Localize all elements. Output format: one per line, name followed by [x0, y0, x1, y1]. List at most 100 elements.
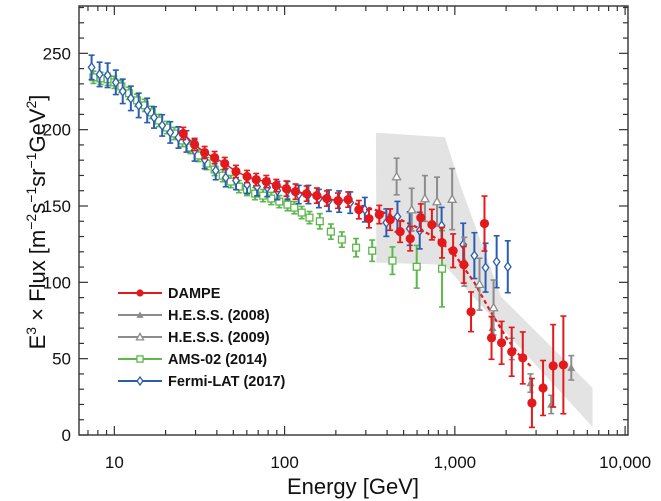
- marker-triangle-open: [406, 204, 417, 214]
- marker-circle: [312, 191, 322, 201]
- marker-circle: [333, 196, 343, 206]
- marker-circle: [231, 166, 241, 177]
- series-layer: [87, 54, 576, 429]
- legend-item: DAMPE: [118, 286, 221, 302]
- marker-square-open: [305, 213, 314, 222]
- marker-circle: [427, 220, 437, 230]
- marker-diamond-open: [158, 119, 167, 131]
- marker-diamond-open: [470, 250, 479, 262]
- marker-square-open: [368, 246, 377, 255]
- marker-circle: [220, 158, 230, 169]
- marker-square-open: [412, 262, 421, 271]
- marker-circle: [178, 128, 188, 139]
- legend-item: H.E.S.S. (2009): [118, 330, 270, 346]
- marker-circle: [437, 238, 447, 248]
- marker-diamond-open: [166, 126, 175, 138]
- marker-circle: [136, 289, 144, 297]
- marker-diamond-open: [111, 76, 120, 88]
- marker-circle: [548, 361, 558, 371]
- marker-diamond-open: [87, 61, 96, 73]
- marker-circle: [497, 338, 507, 348]
- marker-triangle-open: [474, 278, 485, 289]
- marker-circle: [302, 189, 312, 199]
- marker-diamond-open: [95, 68, 104, 80]
- marker-circle: [448, 246, 458, 256]
- marker-diamond-open: [211, 165, 220, 177]
- marker-circle: [527, 398, 537, 408]
- marker-circle: [271, 180, 281, 191]
- marker-square-open: [352, 243, 361, 252]
- legend-item: H.E.S.S. (2008): [118, 308, 270, 324]
- y-tick-label: 0: [62, 426, 71, 445]
- y-tick-label: 150: [43, 197, 71, 216]
- marker-circle: [518, 353, 528, 363]
- marker-square-open: [136, 355, 144, 363]
- marker-circle: [322, 193, 332, 204]
- marker-circle: [466, 307, 476, 317]
- marker-circle: [385, 214, 395, 225]
- legend: DAMPE H.E.S.S. (2008) H.E.S.S. (2009) AMS-0…: [118, 286, 286, 390]
- marker-triangle-open: [391, 171, 402, 181]
- marker-square-open: [315, 217, 324, 226]
- marker-triangle-open: [419, 193, 431, 203]
- marker-square-open: [267, 194, 276, 203]
- marker-diamond-open: [134, 99, 143, 111]
- marker-triangle-open: [488, 302, 499, 312]
- marker-square-open: [326, 227, 335, 236]
- marker-circle: [486, 333, 497, 343]
- legend-label: H.E.S.S. (2008): [168, 308, 270, 324]
- marker-triangle-filled: [526, 379, 535, 387]
- x-tick-label: 10,000: [599, 453, 651, 472]
- marker-triangle-open: [447, 193, 458, 203]
- marker-diamond-open: [503, 261, 512, 273]
- marker-circle: [538, 383, 548, 393]
- marker-square-open: [297, 208, 306, 217]
- marker-square-open: [337, 235, 346, 244]
- marker-circle: [374, 209, 384, 220]
- marker-diamond-open: [221, 172, 230, 184]
- marker-square-open: [251, 189, 260, 198]
- marker-circle: [395, 227, 405, 237]
- legend-label: Fermi-LAT (2017): [168, 374, 286, 390]
- legend-label: H.E.S.S. (2009): [168, 330, 270, 346]
- y-axis-title: E3 × Flux [m−2s−1sr−1GeV2]: [23, 95, 50, 350]
- marker-circle: [200, 147, 210, 158]
- y-ticks: 0 50 100 150 200 250: [43, 6, 628, 445]
- legend-label: AMS-02 (2014): [168, 352, 267, 368]
- marker-circle: [405, 234, 415, 244]
- marker-square-open: [388, 256, 397, 265]
- marker-triangle-open: [431, 196, 443, 206]
- marker-square-open: [290, 203, 299, 212]
- y-tick-label: 200: [43, 121, 71, 140]
- marker-circle: [242, 171, 252, 182]
- x-axis-title: Energy [GeV]: [287, 474, 419, 499]
- marker-square-open: [275, 197, 284, 206]
- series-dampe: [178, 126, 568, 429]
- x-tick-label: 10: [105, 453, 124, 472]
- plot-frame: [78, 5, 629, 436]
- marker-circle: [416, 212, 426, 223]
- marker-circle: [354, 205, 364, 215]
- x-ticks: 10 100 1,000 10,000: [87, 6, 651, 472]
- legend-item: Fermi-LAT (2017): [118, 374, 286, 390]
- marker-diamond-open: [492, 256, 501, 268]
- marker-diamond-open: [136, 375, 144, 387]
- hess-systematic-band: [375, 132, 593, 428]
- marker-circle: [209, 153, 220, 163]
- x-tick-label: 100: [270, 453, 298, 472]
- y-tick-label: 100: [43, 273, 71, 292]
- marker-diamond-open: [103, 69, 112, 81]
- marker-triangle-filled: [567, 363, 576, 372]
- marker-circle: [558, 360, 568, 370]
- marker-square-open: [259, 191, 268, 200]
- marker-circle: [189, 139, 200, 150]
- marker-diamond-open: [126, 92, 135, 104]
- marker-circle: [261, 176, 271, 187]
- marker-circle: [364, 214, 374, 224]
- series-h-e-s-s-2009: [391, 157, 499, 336]
- x-tick-label: 1,000: [434, 453, 477, 472]
- marker-diamond-open: [481, 262, 490, 274]
- marker-diamond-open: [143, 104, 152, 116]
- marker-diamond-open: [118, 85, 127, 97]
